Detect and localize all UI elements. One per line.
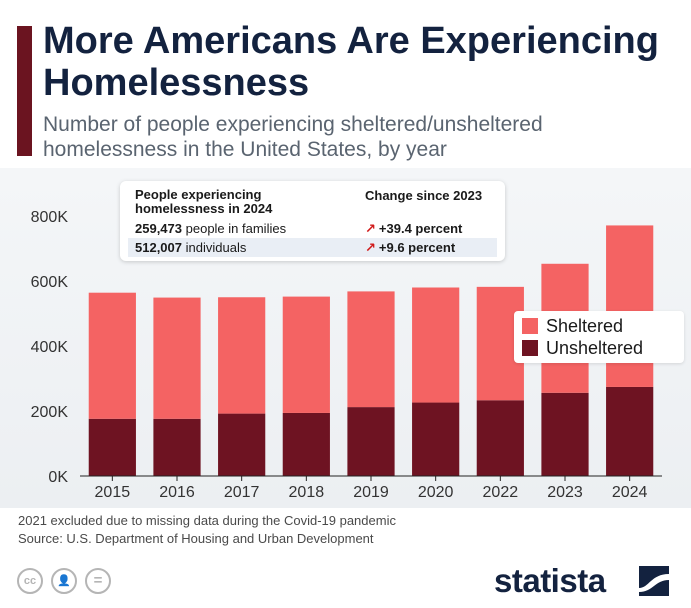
chart-subtitle: Number of people experiencing sheltered/… xyxy=(43,113,543,161)
legend: Sheltered Unsheltered xyxy=(514,311,684,363)
y-tick-label: 600K xyxy=(31,274,69,291)
bar-sheltered-2017 xyxy=(218,297,266,414)
bar-unsheltered-2019 xyxy=(347,407,395,476)
unsheltered-swatch xyxy=(522,340,538,356)
cc-icon[interactable]: cc xyxy=(17,568,43,594)
chart-title: More Americans Are Experiencing Homeless… xyxy=(43,20,659,104)
x-tick-label: 2017 xyxy=(224,484,260,501)
families-change: +39.4 percent xyxy=(378,221,463,236)
families-count: 259,473 xyxy=(135,221,182,236)
x-tick-label: 2016 xyxy=(159,484,195,501)
bar-unsheltered-2023 xyxy=(541,392,589,476)
bar-unsheltered-2022 xyxy=(476,400,524,476)
bar-sheltered-2019 xyxy=(347,291,395,408)
footnote-note: 2021 excluded due to missing data during… xyxy=(18,513,396,528)
x-tick-label: 2023 xyxy=(547,484,583,501)
x-tick-label: 2020 xyxy=(418,484,454,501)
title-accent-bar xyxy=(17,26,32,156)
bar-sheltered-2016 xyxy=(153,297,201,419)
info-heading-left: People experiencing homelessness in 2024 xyxy=(135,187,273,216)
info-box: People experiencing homelessness in 2024… xyxy=(120,181,505,261)
footnote-source: Source: U.S. Department of Housing and U… xyxy=(18,531,374,546)
x-tick-label: 2015 xyxy=(95,484,131,501)
x-tick-label: 2022 xyxy=(483,484,519,501)
families-label: people in families xyxy=(185,221,287,236)
bar-unsheltered-2024 xyxy=(606,386,654,476)
y-tick-label: 0K xyxy=(48,469,68,486)
nd-equals-icon[interactable]: = xyxy=(85,568,111,594)
by-person-icon[interactable]: 👤 xyxy=(51,568,77,594)
y-tick-label: 800K xyxy=(31,209,69,226)
bar-unsheltered-2015 xyxy=(88,418,136,476)
info-heading-right: Change since 2023 xyxy=(365,188,483,203)
info-row-individuals: 512,007 individuals ↗ +9.6 percent xyxy=(128,238,497,257)
bar-unsheltered-2016 xyxy=(153,418,201,476)
bar-sheltered-2018 xyxy=(282,296,330,413)
individuals-change: +9.6 percent xyxy=(378,240,456,255)
individuals-label: individuals xyxy=(185,240,247,255)
info-row-families: 259,473 people in families ↗ +39.4 percen… xyxy=(128,219,497,238)
brand-name: statista xyxy=(494,562,606,599)
legend-label-sheltered: Sheltered xyxy=(546,316,624,336)
y-tick-label: 200K xyxy=(31,404,69,421)
bar-sheltered-2020 xyxy=(412,287,460,403)
bar-unsheltered-2017 xyxy=(218,413,266,476)
legend-label-unsheltered: Unsheltered xyxy=(546,338,644,358)
footnote: 2021 excluded due to missing data during… xyxy=(18,512,396,548)
x-tick-label: 2019 xyxy=(353,484,389,501)
individuals-count: 512,007 xyxy=(135,240,182,255)
x-tick-label: 2024 xyxy=(612,484,648,501)
bar-sheltered-2015 xyxy=(88,292,136,419)
y-tick-label: 400K xyxy=(31,339,69,356)
x-tick-label: 2018 xyxy=(289,484,325,501)
bar-unsheltered-2018 xyxy=(282,412,330,476)
arrow-up-icon: ↗ xyxy=(365,221,376,236)
bar-unsheltered-2020 xyxy=(412,402,460,476)
arrow-up-icon: ↗ xyxy=(365,240,376,255)
sheltered-swatch xyxy=(522,318,538,334)
statista-logo-icon xyxy=(639,566,669,596)
